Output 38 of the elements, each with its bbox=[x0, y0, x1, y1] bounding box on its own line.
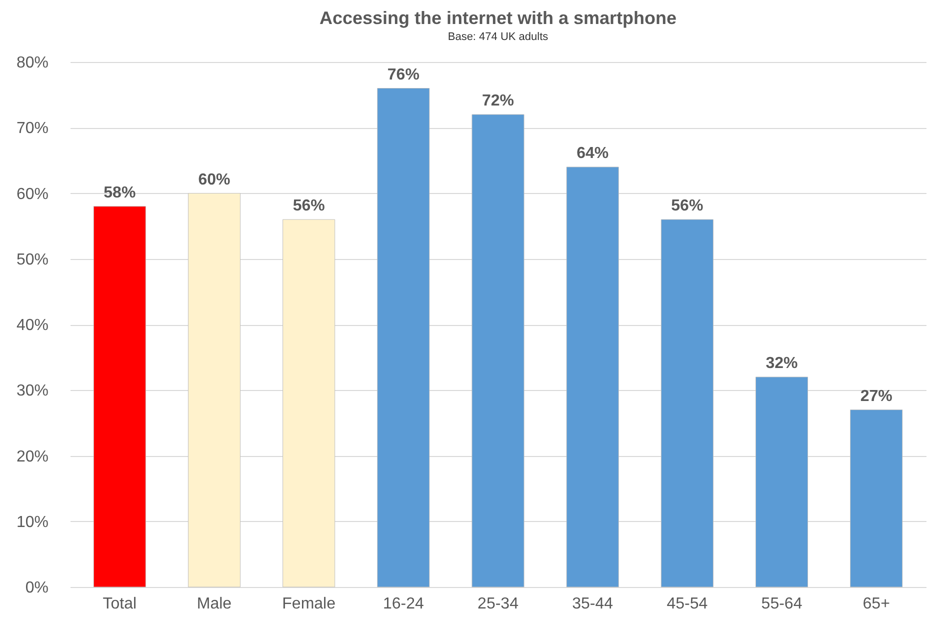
x-tick-label: 55-64 bbox=[761, 596, 802, 612]
x-tick-label: 25-34 bbox=[478, 596, 519, 612]
data-label: 27% bbox=[860, 388, 892, 405]
x-tick-label: 35-44 bbox=[572, 596, 614, 612]
y-tick-label: 10% bbox=[16, 514, 48, 531]
data-label: 56% bbox=[671, 198, 704, 214]
y-tick-label: 30% bbox=[16, 382, 48, 400]
bar bbox=[93, 206, 146, 588]
chart-title: Accessing the internet with a smartphone bbox=[319, 8, 677, 28]
data-label: 64% bbox=[576, 145, 609, 162]
y-tick-label: 80% bbox=[16, 54, 48, 72]
bar bbox=[282, 219, 336, 588]
x-tick-label: Female bbox=[282, 596, 336, 612]
data-label: 76% bbox=[387, 66, 420, 84]
x-tick-label: 65+ bbox=[862, 596, 890, 612]
y-tick-label: 40% bbox=[16, 317, 48, 334]
bar bbox=[755, 376, 808, 588]
bar bbox=[472, 114, 524, 588]
bar bbox=[660, 219, 714, 588]
x-tick-label: 45-54 bbox=[666, 596, 708, 612]
bar bbox=[377, 88, 430, 588]
data-label: 60% bbox=[198, 171, 230, 188]
y-tick-label: 0% bbox=[25, 580, 48, 596]
x-tick-label: 16-24 bbox=[382, 596, 424, 612]
bar bbox=[188, 193, 241, 588]
bar bbox=[850, 410, 903, 588]
y-tick-label: 20% bbox=[16, 448, 48, 466]
data-label: 72% bbox=[482, 92, 514, 110]
data-label: 32% bbox=[766, 355, 798, 372]
bar bbox=[566, 166, 619, 588]
data-label: 58% bbox=[104, 184, 136, 202]
chart-subtitle: Base: 474 UK adults bbox=[448, 31, 549, 43]
data-label: 56% bbox=[292, 198, 325, 214]
y-tick-label: 70% bbox=[16, 120, 48, 138]
y-tick-label: 50% bbox=[16, 251, 48, 268]
y-tick-label: 60% bbox=[16, 186, 48, 203]
x-tick-label: Total bbox=[102, 596, 137, 612]
x-tick-label: Male bbox=[196, 596, 232, 612]
